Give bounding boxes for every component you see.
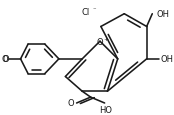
Text: HO: HO <box>99 105 112 114</box>
Text: O: O <box>67 99 74 108</box>
Text: ⁻: ⁻ <box>93 8 96 14</box>
Text: +: + <box>103 36 108 41</box>
Text: O: O <box>97 37 103 46</box>
Text: O: O <box>3 55 9 64</box>
Text: O: O <box>2 55 8 64</box>
Text: OH: OH <box>161 55 174 64</box>
Text: Cl: Cl <box>81 8 90 17</box>
Text: OH: OH <box>156 10 169 19</box>
